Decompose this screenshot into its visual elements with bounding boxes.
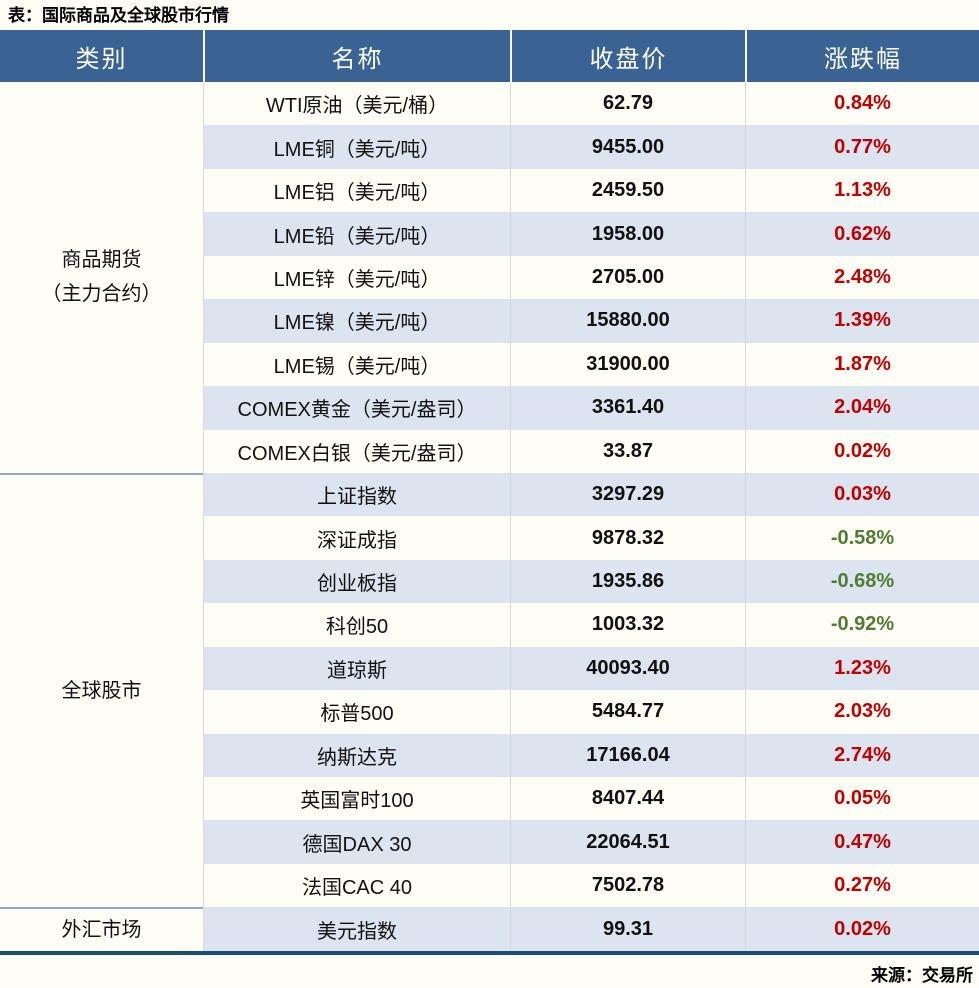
- change-cell: -0.58%: [745, 516, 979, 560]
- category-line: （主力合约）: [41, 283, 162, 306]
- close-cell: 7502.78: [510, 863, 745, 908]
- close-cell: 3361.40: [510, 386, 745, 430]
- close-cell: 33.87: [510, 429, 745, 473]
- category-cell: 全球股市: [0, 472, 203, 908]
- name-cell: WTI原油（美元/桶）: [203, 82, 510, 126]
- name-cell: LME锡（美元/吨）: [203, 342, 510, 387]
- name-cell: 上证指数: [203, 472, 510, 517]
- change-cell: 1.23%: [745, 646, 979, 691]
- name-cell: 创业板指: [203, 559, 510, 604]
- name-cell: 德国DAX 30: [203, 820, 510, 864]
- source-note: 来源：交易所: [871, 965, 973, 985]
- change-cell: 0.62%: [745, 212, 979, 256]
- change-cell: 1.13%: [745, 168, 979, 213]
- name-cell: COMEX黄金（美元/盎司）: [203, 386, 510, 430]
- close-cell: 1003.32: [510, 603, 745, 647]
- close-cell: 17166.04: [510, 733, 745, 777]
- change-cell: 0.02%: [745, 907, 979, 951]
- change-cell: 1.87%: [745, 342, 979, 387]
- change-cell: 2.04%: [745, 386, 979, 430]
- category-cell: 外汇市场: [0, 907, 203, 951]
- close-cell: 40093.40: [510, 646, 745, 691]
- close-cell: 15880.00: [510, 299, 745, 343]
- name-cell: LME铜（美元/吨）: [203, 125, 510, 169]
- close-cell: 2705.00: [510, 255, 745, 300]
- close-cell: 8407.44: [510, 777, 745, 821]
- name-cell: 法国CAC 40: [203, 863, 510, 908]
- market-table: 类别 名称 收盘价 涨跌幅 商品期货 （主力合约） WTI原油（美元/桶） 62.79…: [0, 30, 979, 955]
- change-cell: -0.92%: [745, 603, 979, 647]
- change-cell: 0.84%: [745, 82, 979, 126]
- close-cell: 9878.32: [510, 516, 745, 560]
- change-cell: 2.74%: [745, 733, 979, 777]
- close-cell: 5484.77: [510, 690, 745, 734]
- name-cell: 科创50: [203, 603, 510, 647]
- category-cell: 商品期货 （主力合约）: [0, 82, 203, 473]
- close-cell: 1935.86: [510, 559, 745, 604]
- name-cell: 标普500: [203, 690, 510, 734]
- header-cell-category: 类别: [0, 30, 203, 82]
- name-cell: 深证成指: [203, 516, 510, 560]
- change-cell: 2.48%: [745, 255, 979, 300]
- close-cell: 1958.00: [510, 212, 745, 256]
- name-cell: LME镍（美元/吨）: [203, 299, 510, 343]
- table-title: 表：国际商品及全球股市行情: [8, 6, 229, 25]
- change-cell: 0.02%: [745, 429, 979, 473]
- close-cell: 22064.51: [510, 820, 745, 864]
- close-cell: 2459.50: [510, 168, 745, 213]
- name-cell: LME锌（美元/吨）: [203, 255, 510, 300]
- change-cell: -0.68%: [745, 559, 979, 604]
- name-cell: 道琼斯: [203, 646, 510, 691]
- category-line: 全球股市: [61, 680, 142, 703]
- close-cell: 3297.29: [510, 472, 745, 517]
- change-cell: 0.03%: [745, 472, 979, 517]
- name-cell: LME铝（美元/吨）: [203, 168, 510, 213]
- name-cell: COMEX白银（美元/盎司）: [203, 429, 510, 473]
- header-cell-close: 收盘价: [510, 30, 745, 82]
- change-cell: 1.39%: [745, 299, 979, 343]
- change-cell: 0.05%: [745, 777, 979, 821]
- header-cell-name: 名称: [203, 30, 510, 82]
- change-cell: 0.47%: [745, 820, 979, 864]
- close-cell: 99.31: [510, 907, 745, 951]
- change-cell: 0.77%: [745, 125, 979, 169]
- header-cell-change: 涨跌幅: [745, 30, 979, 82]
- change-cell: 2.03%: [745, 690, 979, 734]
- change-cell: 0.27%: [745, 863, 979, 908]
- close-cell: 9455.00: [510, 125, 745, 169]
- name-cell: LME铅（美元/吨）: [203, 212, 510, 256]
- category-line: 商品期货: [61, 249, 142, 272]
- name-cell: 美元指数: [203, 907, 510, 951]
- name-cell: 英国富时100: [203, 777, 510, 821]
- category-line: 外汇市场: [61, 919, 142, 942]
- close-cell: 62.79: [510, 82, 745, 126]
- close-cell: 31900.00: [510, 342, 745, 387]
- name-cell: 纳斯达克: [203, 733, 510, 777]
